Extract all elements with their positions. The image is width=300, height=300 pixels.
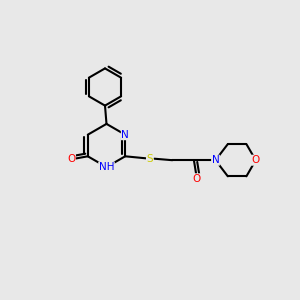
Text: N: N — [121, 130, 129, 140]
Text: O: O — [193, 174, 201, 184]
Text: NH: NH — [99, 162, 114, 172]
Text: N: N — [212, 155, 219, 165]
Text: O: O — [67, 154, 75, 164]
Text: O: O — [252, 155, 260, 165]
Text: S: S — [146, 154, 153, 164]
